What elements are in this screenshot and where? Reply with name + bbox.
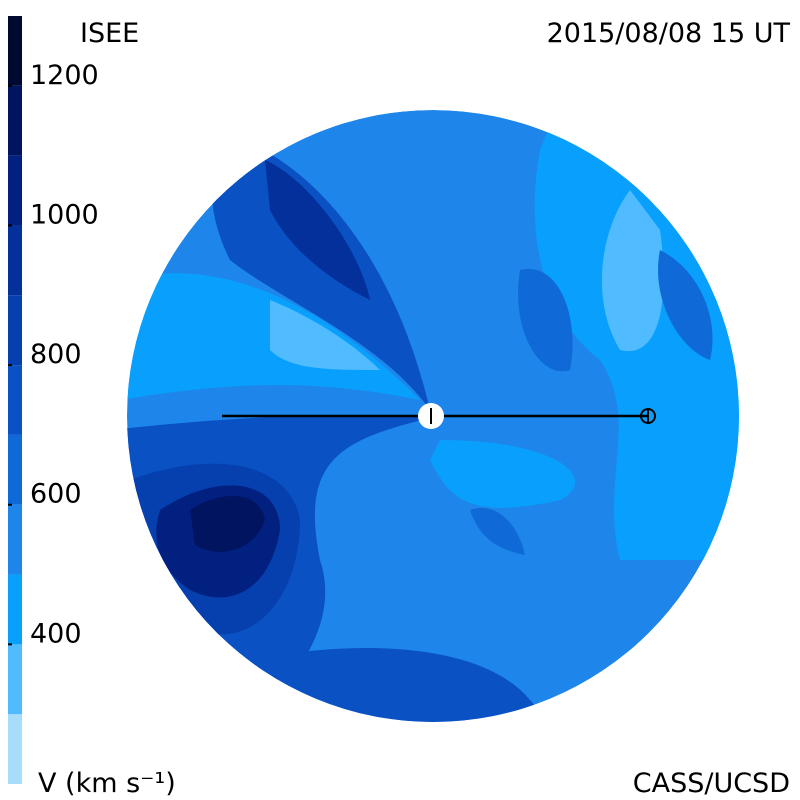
tick-label: 1000 bbox=[30, 199, 99, 230]
colorbar-label: V (km s⁻¹) bbox=[38, 768, 176, 799]
colorbar-band bbox=[8, 295, 22, 366]
colorbar-band bbox=[8, 434, 22, 505]
tick-label: 800 bbox=[30, 339, 82, 370]
timestamp: 2015/08/08 15 UT bbox=[547, 18, 791, 49]
colorbar-band bbox=[8, 644, 22, 715]
colorbar-band bbox=[8, 714, 22, 784]
colorbar-band bbox=[8, 16, 22, 86]
colorbar-band bbox=[8, 225, 22, 296]
title: ISEE bbox=[80, 18, 139, 49]
colorbar-band bbox=[8, 365, 22, 435]
credit: CASS/UCSD bbox=[633, 768, 790, 799]
tick-label: 600 bbox=[30, 479, 82, 510]
colorbar-band bbox=[8, 504, 22, 575]
tick-label: 1200 bbox=[30, 60, 99, 91]
colorbar-band bbox=[8, 574, 22, 645]
tick-label: 400 bbox=[30, 618, 82, 649]
colorbar-band bbox=[8, 155, 22, 226]
colorbar-band bbox=[8, 85, 22, 156]
